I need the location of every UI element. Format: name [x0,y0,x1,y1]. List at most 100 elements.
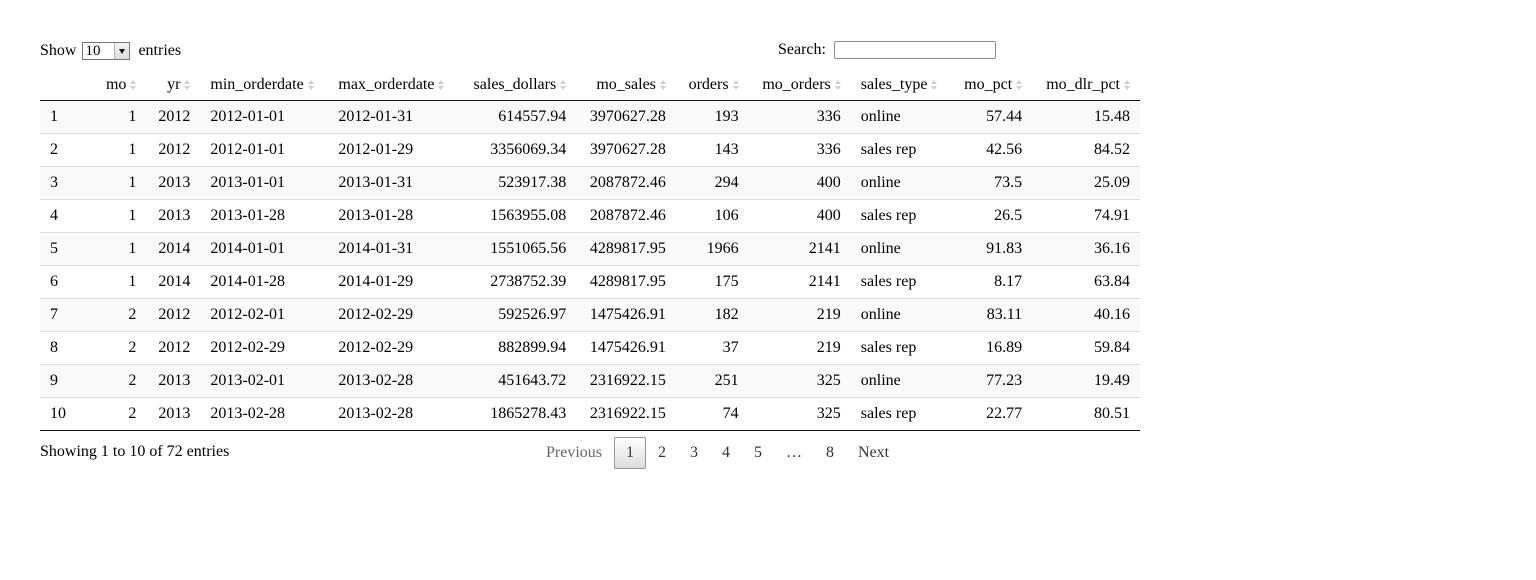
column-header-mo[interactable]: mo [94,70,147,101]
cell-orders: 175 [675,265,749,299]
cell-mo-dlr-pct: 25.09 [1032,166,1140,200]
row-index-cell: 10 [40,397,94,431]
cell-orders: 106 [675,199,749,233]
cell-sales-type: online [850,232,952,266]
cell-sales-type: sales rep [850,265,952,299]
cell-mo-sales: 2087872.46 [576,199,676,233]
cell-mo-orders: 219 [748,298,851,332]
cell-mo-orders: 325 [748,364,851,398]
cell-sales-type: sales rep [850,133,952,167]
column-header-yr[interactable]: yr [146,70,201,101]
column-header-label: sales_type [860,76,928,93]
cell-sales-dollars: 523917.38 [459,166,577,200]
column-header-label: mo_orders [762,76,831,93]
cell-min-orderdate: 2012-02-29 [200,331,329,365]
table-footer: Showing 1 to 10 of 72 entries Previous 1… [40,433,1140,473]
table-info: Showing 1 to 10 of 72 entries [40,443,230,460]
sort-icon [1124,80,1130,90]
cell-mo-sales: 4289817.95 [576,265,676,299]
page-button-5[interactable]: 5 [754,444,762,461]
cell-max-orderdate: 2014-01-29 [328,265,460,299]
cell-mo-dlr-pct: 63.84 [1032,265,1140,299]
cell-mo-orders: 325 [748,397,851,431]
cell-yr: 2013 [146,199,201,233]
column-header-label: mo [105,76,127,93]
page-length-select[interactable]: 10 [82,42,131,60]
show-label: Show [40,42,77,59]
cell-sales-type: sales rep [850,331,952,365]
cell-mo-orders: 400 [748,166,851,200]
page-button-3[interactable]: 3 [690,444,698,461]
cell-mo: 1 [94,166,147,200]
cell-orders: 182 [675,298,749,332]
table-row: 6 1 2014 2014-01-28 2014-01-29 2738752.39 4289… [40,265,1140,299]
table-row: 1 1 2012 2012-01-01 2012-01-31 614557.94 39706… [40,100,1140,134]
column-header-mo-sales[interactable]: mo_sales [576,70,676,101]
column-header-label: orders [688,76,729,93]
cell-yr: 2012 [146,133,201,167]
cell-mo-pct: 22.77 [951,397,1033,431]
sort-icon [659,80,666,90]
column-header-sales-type[interactable]: sales_type [850,70,952,101]
row-index-cell: 5 [40,232,94,266]
cell-sales-type: online [850,364,952,398]
page-button-2[interactable]: 2 [658,444,666,461]
cell-sales-dollars: 882899.94 [459,331,577,365]
cell-yr: 2013 [146,397,201,431]
cell-sales-type: online [850,166,952,200]
cell-yr: 2013 [146,364,201,398]
page-button-1[interactable]: 1 [614,437,646,469]
column-header-sales-dollars[interactable]: sales_dollars [459,70,577,101]
table-row: 9 2 2013 2013-02-01 2013-02-28 451643.72 23169… [40,364,1140,398]
table-row: 3 1 2013 2013-01-01 2013-01-31 523917.38 20878… [40,166,1140,200]
cell-yr: 2014 [146,265,201,299]
cell-mo-dlr-pct: 40.16 [1032,298,1140,332]
row-index-cell: 1 [40,100,94,134]
page-button-8[interactable]: 8 [826,444,834,461]
column-header-max-orderdate[interactable]: max_orderdate [328,70,460,101]
sort-icon [438,80,445,90]
column-header-mo-orders[interactable]: mo_orders [748,70,851,101]
cell-mo-sales: 2316922.15 [576,364,676,398]
cell-mo-sales: 4289817.95 [576,232,676,266]
table-controls: Show 10 entries Search: [40,40,1140,64]
cell-orders: 251 [675,364,749,398]
cell-min-orderdate: 2012-02-01 [200,298,329,332]
cell-max-orderdate: 2014-01-31 [328,232,460,266]
cell-mo-dlr-pct: 36.16 [1032,232,1140,266]
page-button-4[interactable]: 4 [722,444,730,461]
cell-mo-dlr-pct: 84.52 [1032,133,1140,167]
cell-mo-dlr-pct: 59.84 [1032,331,1140,365]
column-header-label: yr [167,76,181,93]
column-header-min-orderdate[interactable]: min_orderdate [200,70,329,101]
previous-button[interactable]: Previous [546,444,602,461]
cell-mo-sales: 2087872.46 [576,166,676,200]
sort-icon [184,80,191,90]
table-row: 5 1 2014 2014-01-01 2014-01-31 1551065.56 4289… [40,232,1140,266]
next-button[interactable]: Next [858,444,890,461]
sort-icon [1016,80,1023,90]
column-header-label: mo_pct [964,76,1013,93]
cell-yr: 2014 [146,232,201,266]
cell-min-orderdate: 2014-01-28 [200,265,329,299]
cell-min-orderdate: 2013-02-01 [200,364,329,398]
cell-mo-orders: 2141 [748,232,851,266]
sort-icon [732,80,739,90]
column-header-label: mo_sales [596,76,656,93]
row-index-cell: 4 [40,199,94,233]
cell-mo-pct: 73.5 [951,166,1033,200]
column-header-mo-pct[interactable]: mo_pct [951,70,1033,101]
cell-mo: 1 [94,199,147,233]
cell-orders: 1966 [675,232,749,266]
chevron-down-icon [114,43,130,59]
search-control: Search: [778,41,996,59]
search-input[interactable] [833,41,996,59]
cell-max-orderdate: 2013-01-31 [328,166,460,200]
cell-min-orderdate: 2013-01-28 [200,199,329,233]
column-header-orders[interactable]: orders [675,70,749,101]
cell-orders: 143 [675,133,749,167]
row-index-cell: 8 [40,331,94,365]
data-table: mo yr min_orderdate max_orderdate sales_doll… [40,70,1140,431]
column-header-mo-dlr-pct[interactable]: mo_dlr_pct [1032,70,1140,101]
row-index-cell: 7 [40,298,94,332]
